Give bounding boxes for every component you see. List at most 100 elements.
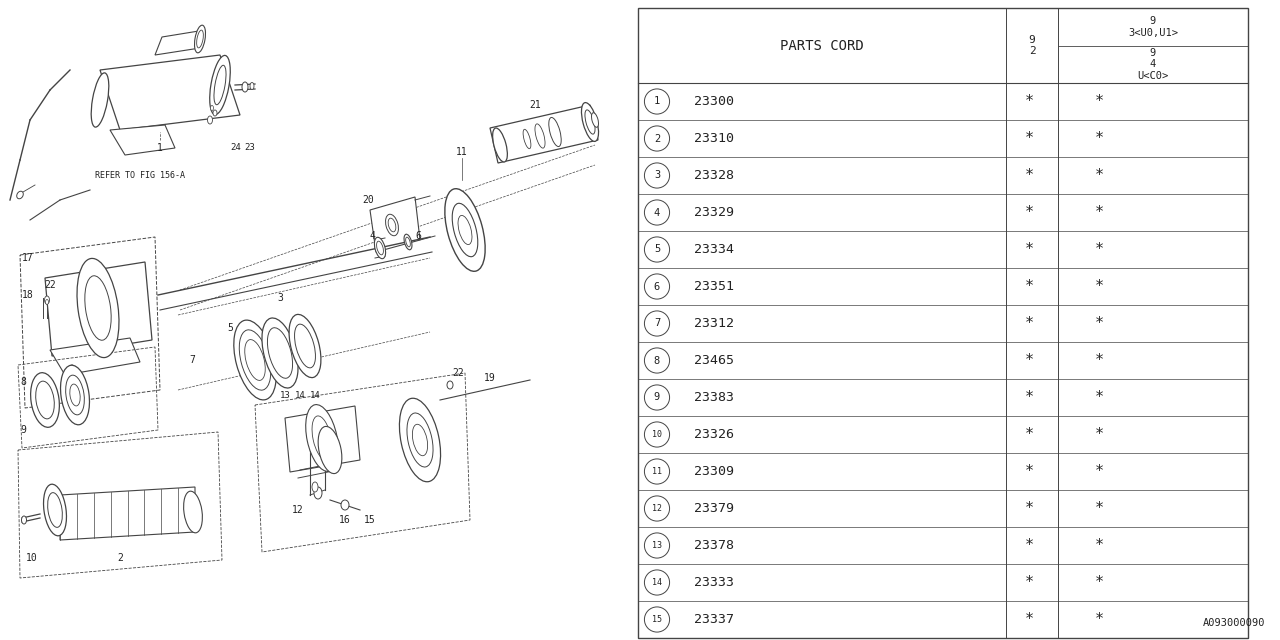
Text: *: * <box>1025 168 1034 183</box>
Circle shape <box>644 89 669 114</box>
Ellipse shape <box>22 516 27 524</box>
Ellipse shape <box>406 237 411 247</box>
Ellipse shape <box>210 106 214 111</box>
Ellipse shape <box>77 259 119 358</box>
Text: *: * <box>1096 205 1105 220</box>
Text: *: * <box>1096 538 1105 553</box>
Ellipse shape <box>591 113 599 127</box>
Text: 17: 17 <box>22 253 33 263</box>
Ellipse shape <box>65 375 84 415</box>
Ellipse shape <box>262 318 298 388</box>
Text: 21: 21 <box>529 100 541 110</box>
Text: 9
4
U<C0>: 9 4 U<C0> <box>1138 47 1169 81</box>
Ellipse shape <box>242 82 248 92</box>
Ellipse shape <box>197 30 204 48</box>
Text: 22: 22 <box>44 280 56 290</box>
Ellipse shape <box>214 65 227 105</box>
Ellipse shape <box>374 237 385 259</box>
Ellipse shape <box>70 384 81 406</box>
Text: REFER TO FIG 156-A: REFER TO FIG 156-A <box>95 170 186 179</box>
Ellipse shape <box>289 314 321 378</box>
Ellipse shape <box>60 365 90 425</box>
Ellipse shape <box>45 296 50 304</box>
Text: *: * <box>1025 427 1034 442</box>
Circle shape <box>644 200 669 225</box>
Ellipse shape <box>524 129 531 148</box>
Text: 12: 12 <box>292 505 303 515</box>
Text: 7: 7 <box>189 355 195 365</box>
Text: *: * <box>1096 575 1105 590</box>
Circle shape <box>644 237 669 262</box>
Text: 23326: 23326 <box>694 428 733 441</box>
Ellipse shape <box>447 381 453 389</box>
Circle shape <box>644 533 669 558</box>
Text: 23310: 23310 <box>694 132 733 145</box>
Text: 11: 11 <box>652 467 662 476</box>
Text: 23309: 23309 <box>694 465 733 478</box>
Text: PARTS CORD: PARTS CORD <box>780 38 864 52</box>
Ellipse shape <box>46 300 49 305</box>
Circle shape <box>644 422 669 447</box>
Text: 9
3<U0,U1>: 9 3<U0,U1> <box>1128 16 1178 38</box>
Circle shape <box>644 607 669 632</box>
Text: A093000090: A093000090 <box>1202 618 1265 628</box>
Text: *: * <box>1096 390 1105 405</box>
Circle shape <box>644 274 669 299</box>
Ellipse shape <box>458 216 472 244</box>
Ellipse shape <box>319 426 342 474</box>
Ellipse shape <box>312 416 332 460</box>
Text: 8: 8 <box>654 355 660 365</box>
Text: 23312: 23312 <box>694 317 733 330</box>
Ellipse shape <box>210 56 230 115</box>
Text: 3: 3 <box>654 170 660 180</box>
Text: *: * <box>1025 205 1034 220</box>
Text: 23337: 23337 <box>694 613 733 626</box>
Polygon shape <box>285 406 360 472</box>
Ellipse shape <box>47 493 63 527</box>
Circle shape <box>644 163 669 188</box>
Text: *: * <box>1096 316 1105 331</box>
Text: 15: 15 <box>364 515 376 525</box>
Text: 14: 14 <box>310 390 320 399</box>
Text: *: * <box>1025 612 1034 627</box>
Text: 12: 12 <box>652 504 662 513</box>
Circle shape <box>644 126 669 151</box>
Text: *: * <box>1025 279 1034 294</box>
Polygon shape <box>50 338 140 375</box>
Text: 23328: 23328 <box>694 169 733 182</box>
Text: 7: 7 <box>654 319 660 328</box>
Text: 6: 6 <box>654 282 660 291</box>
Ellipse shape <box>239 330 271 390</box>
Text: *: * <box>1025 316 1034 331</box>
Text: 16: 16 <box>339 515 351 525</box>
Ellipse shape <box>376 241 384 255</box>
Ellipse shape <box>445 189 485 271</box>
Circle shape <box>644 348 669 373</box>
Text: 4: 4 <box>654 207 660 218</box>
Text: 23300: 23300 <box>694 95 733 108</box>
Text: 5: 5 <box>654 244 660 255</box>
Ellipse shape <box>268 328 293 378</box>
Ellipse shape <box>195 25 206 53</box>
Ellipse shape <box>493 128 507 162</box>
Polygon shape <box>60 487 195 540</box>
Text: 1: 1 <box>654 97 660 106</box>
Ellipse shape <box>535 124 545 148</box>
Text: 23333: 23333 <box>694 576 733 589</box>
Ellipse shape <box>399 398 440 482</box>
Text: 2: 2 <box>654 134 660 143</box>
Text: *: * <box>1025 242 1034 257</box>
Text: *: * <box>1025 353 1034 368</box>
Text: 2: 2 <box>116 553 123 563</box>
Ellipse shape <box>340 500 349 510</box>
Text: 10: 10 <box>26 553 38 563</box>
Text: *: * <box>1096 131 1105 146</box>
Ellipse shape <box>31 372 59 428</box>
Ellipse shape <box>17 191 23 199</box>
Circle shape <box>644 496 669 521</box>
Ellipse shape <box>314 487 323 499</box>
Ellipse shape <box>452 204 477 257</box>
Text: 9: 9 <box>20 425 26 435</box>
Polygon shape <box>370 197 420 252</box>
Ellipse shape <box>91 73 109 127</box>
